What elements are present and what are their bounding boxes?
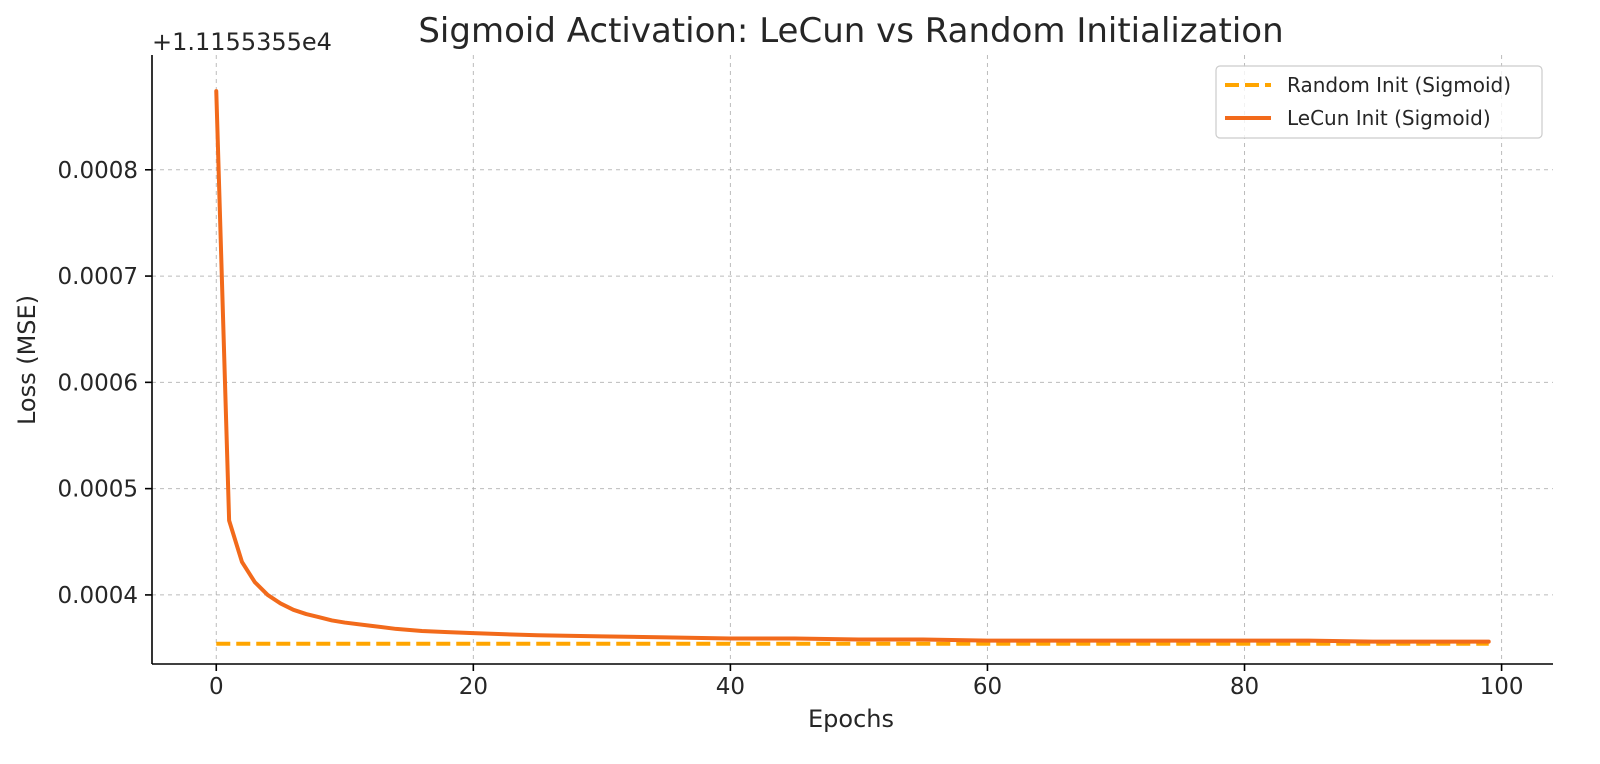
- y-tick-label: 0.0007: [58, 264, 138, 290]
- y-offset-label: +1.1155355e4: [152, 28, 332, 56]
- x-axis-title: Epochs: [808, 705, 894, 733]
- series-layer: [214, 89, 1491, 646]
- y-tick-label: 0.0006: [58, 370, 138, 396]
- x-tick-label: 80: [1230, 674, 1259, 700]
- x-tick-label: 100: [1480, 674, 1524, 700]
- chart-title: Sigmoid Activation: LeCun vs Random Init…: [418, 11, 1283, 51]
- y-axis-title: Loss (MSE): [13, 295, 41, 425]
- x-tick-label: 60: [973, 674, 1002, 700]
- series-line-lecun-init: [214, 89, 1491, 644]
- grid-layer: [152, 55, 1553, 664]
- legend-label-lecun-init: LeCun Init (Sigmoid): [1287, 106, 1491, 130]
- y-tick-label: 0.0004: [58, 583, 138, 609]
- y-tick-label: 0.0005: [58, 477, 138, 503]
- x-tick-label: 0: [209, 674, 224, 700]
- legend-label-random-init: Random Init (Sigmoid): [1287, 73, 1511, 97]
- x-tick-label: 20: [459, 674, 488, 700]
- legend: Random Init (Sigmoid) LeCun Init (Sigmoid…: [1215, 65, 1543, 139]
- x-tick-label: 40: [716, 674, 745, 700]
- legend-box: [1215, 65, 1543, 139]
- ticks-layer: 0 20 40 60 80 100 0.0004 0.0005 0.0006 0.0007 0.00…: [58, 158, 1524, 700]
- axes-layer: [151, 55, 1553, 665]
- y-tick-label: 0.0008: [58, 158, 138, 184]
